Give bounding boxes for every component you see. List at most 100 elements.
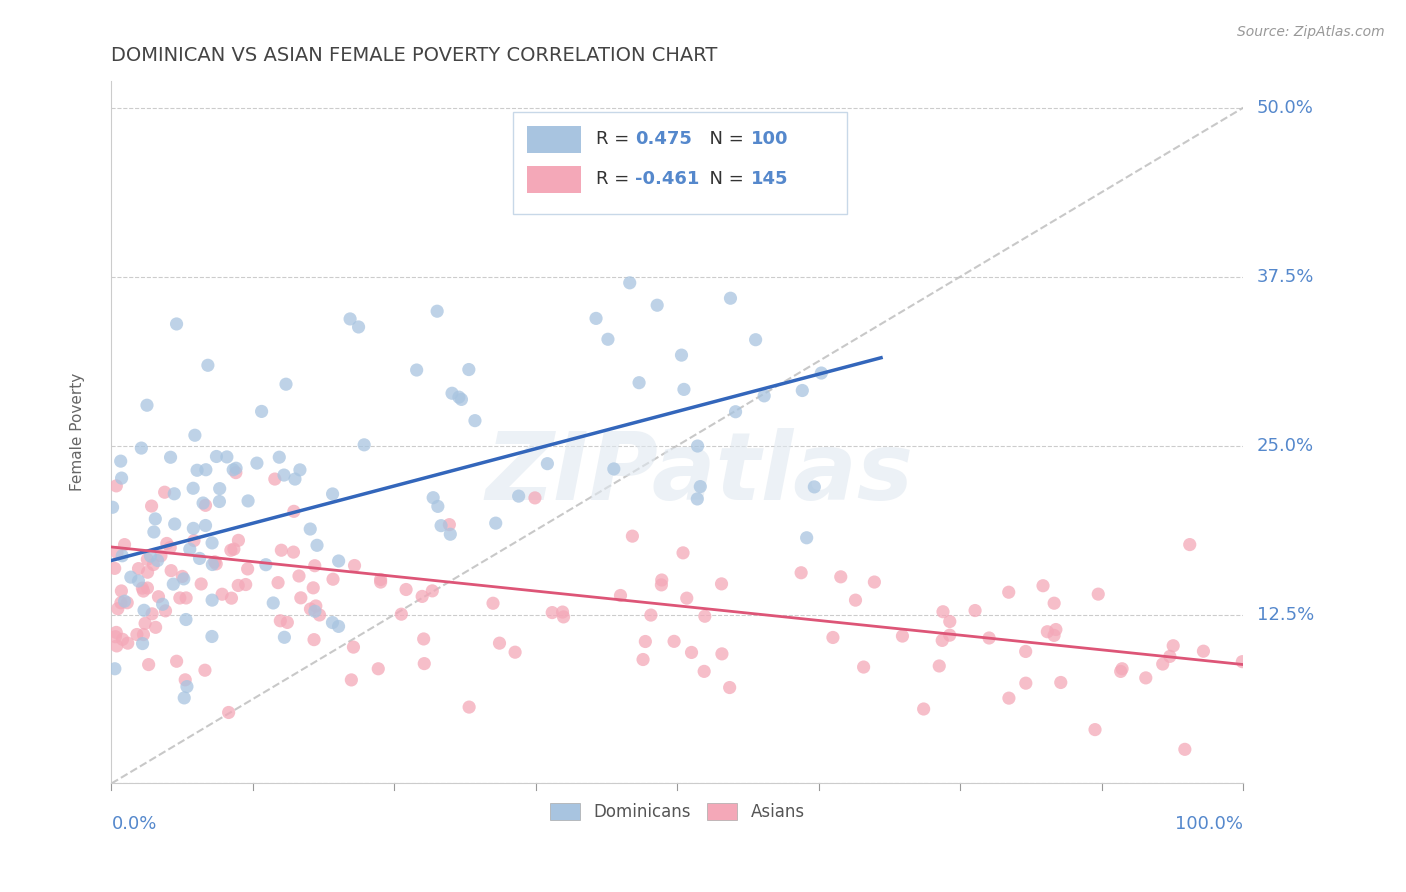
Point	[110, 596, 132, 610]
Point	[503, 645, 526, 659]
Text: R =: R =	[596, 130, 636, 148]
Point	[276, 615, 298, 630]
Point	[186, 463, 208, 477]
Point	[939, 615, 962, 629]
Point	[110, 454, 132, 468]
Point	[299, 602, 322, 616]
Point	[405, 363, 427, 377]
Point	[412, 632, 434, 646]
Point	[1174, 742, 1197, 756]
Point	[194, 518, 217, 533]
Point	[1084, 723, 1107, 737]
Point	[226, 578, 249, 592]
Point	[305, 599, 328, 613]
Point	[640, 608, 662, 623]
Point	[159, 541, 181, 555]
Point	[1232, 655, 1254, 669]
Point	[128, 561, 150, 575]
Point	[395, 582, 418, 597]
Point	[1015, 676, 1038, 690]
Point	[1049, 675, 1071, 690]
Point	[159, 450, 181, 465]
Point	[114, 594, 136, 608]
Point	[142, 558, 165, 572]
Point	[218, 706, 240, 720]
Point	[844, 593, 866, 607]
Point	[693, 665, 716, 679]
Point	[710, 647, 733, 661]
Point	[181, 481, 204, 495]
Text: DOMINICAN VS ASIAN FEMALE POVERTY CORRELATION CHART: DOMINICAN VS ASIAN FEMALE POVERTY CORREL…	[111, 46, 718, 65]
Point	[413, 657, 436, 671]
Point	[304, 558, 326, 573]
Point	[101, 500, 124, 515]
Point	[183, 533, 205, 548]
Point	[710, 577, 733, 591]
Point	[441, 386, 464, 401]
Text: -0.461: -0.461	[636, 170, 700, 188]
Point	[367, 662, 389, 676]
Point	[290, 591, 312, 605]
Point	[110, 583, 132, 598]
Point	[803, 480, 825, 494]
Text: N =: N =	[697, 130, 749, 148]
Point	[370, 573, 392, 587]
Point	[228, 533, 250, 548]
Point	[938, 628, 960, 642]
Point	[127, 574, 149, 588]
Point	[111, 549, 134, 563]
Point	[201, 630, 224, 644]
Point	[201, 593, 224, 607]
Point	[928, 659, 950, 673]
Point	[188, 551, 211, 566]
Point	[430, 518, 453, 533]
Point	[339, 312, 361, 326]
Text: R =: R =	[596, 170, 636, 188]
Point	[1152, 657, 1174, 671]
Point	[340, 673, 363, 687]
Point	[672, 383, 695, 397]
Point	[169, 591, 191, 605]
Point	[136, 566, 159, 580]
Point	[343, 558, 366, 573]
Point	[104, 662, 127, 676]
Point	[194, 463, 217, 477]
Point	[628, 376, 651, 390]
Point	[263, 472, 285, 486]
FancyBboxPatch shape	[527, 167, 581, 193]
Point	[852, 660, 875, 674]
Point	[347, 320, 370, 334]
Point	[104, 561, 127, 575]
Point	[305, 538, 328, 552]
Point	[302, 632, 325, 647]
Point	[488, 636, 510, 650]
Point	[796, 531, 818, 545]
Point	[194, 499, 217, 513]
Point	[215, 450, 238, 464]
FancyBboxPatch shape	[513, 112, 846, 214]
Point	[693, 609, 716, 624]
Point	[149, 549, 172, 563]
Point	[142, 524, 165, 539]
Point	[288, 569, 311, 583]
Point	[270, 543, 292, 558]
Point	[681, 645, 703, 659]
Point	[585, 311, 607, 326]
Point	[457, 362, 479, 376]
Text: Source: ZipAtlas.com: Source: ZipAtlas.com	[1237, 25, 1385, 39]
FancyBboxPatch shape	[527, 127, 581, 153]
Point	[998, 691, 1021, 706]
Point	[246, 456, 269, 470]
Point	[536, 457, 558, 471]
Point	[1014, 644, 1036, 658]
Point	[912, 702, 935, 716]
Point	[718, 681, 741, 695]
Point	[997, 585, 1019, 599]
Point	[205, 557, 228, 571]
Point	[321, 615, 343, 630]
Point	[155, 604, 177, 618]
Point	[830, 570, 852, 584]
Point	[139, 549, 162, 563]
Point	[125, 627, 148, 641]
Point	[1178, 538, 1201, 552]
